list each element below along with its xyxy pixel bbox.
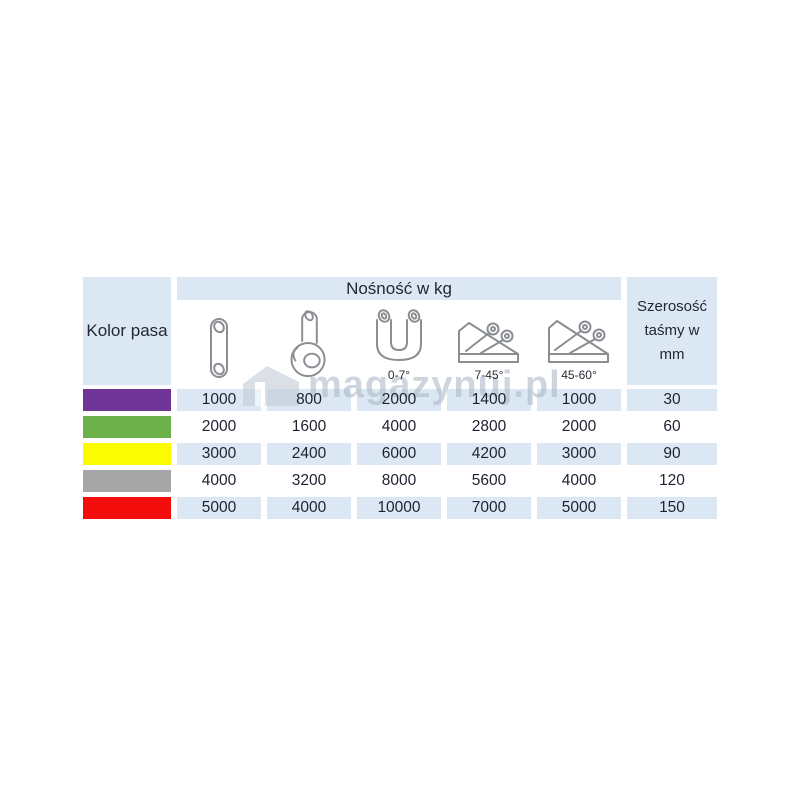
color-swatch-purple <box>83 389 171 411</box>
capacity-cell: 2800 <box>471 418 507 435</box>
width-cell: 150 <box>627 497 717 519</box>
icon-cell-basket: 0-7° <box>357 300 441 385</box>
capacity-cell: 5000 <box>177 497 261 519</box>
capacity-cell: 3200 <box>291 472 327 489</box>
kolor-pasa-header: Kolor pasa <box>83 277 171 385</box>
table-header: Kolor pasa Nośność w kg <box>83 277 719 385</box>
width-cell: 30 <box>627 389 717 411</box>
icon-cell-choke <box>267 300 351 385</box>
icon-cell-vertical <box>177 300 261 385</box>
capacity-cell: 8000 <box>381 472 417 489</box>
vertical-hitch-icon <box>210 318 228 378</box>
color-swatch-red <box>83 497 171 519</box>
icon-cell-basket-45-60: 45-60° <box>537 300 621 385</box>
width-cell: 120 <box>659 472 685 489</box>
width-header: Szerosość taśmy w mm <box>627 277 717 385</box>
capacity-cell: 2400 <box>267 443 351 465</box>
capacity-cell: 7000 <box>447 497 531 519</box>
capacity-cell: 4200 <box>447 443 531 465</box>
angle-label: 0-7° <box>387 368 411 382</box>
angle-label: 45-60° <box>561 368 597 382</box>
color-swatch-grey <box>83 470 171 492</box>
width-cell: 90 <box>627 443 717 465</box>
capacity-header: Nośność w kg <box>177 277 621 300</box>
capacity-cell: 5000 <box>537 497 621 519</box>
basket-hitch-7-45-icon <box>458 322 519 363</box>
capacity-cell: 4000 <box>201 472 237 489</box>
sling-capacity-table: Kolor pasa Nośność w kg <box>83 277 719 519</box>
capacity-cell: 2000 <box>357 389 441 411</box>
capacity-cell: 10000 <box>357 497 441 519</box>
capacity-cell: 4000 <box>561 472 597 489</box>
capacity-cell: 1400 <box>447 389 531 411</box>
basket-hitch-icon <box>376 309 422 361</box>
capacity-cell: 3000 <box>177 443 261 465</box>
capacity-cell: 4000 <box>267 497 351 519</box>
capacity-cell: 1000 <box>177 389 261 411</box>
capacity-cell: 2000 <box>561 418 597 435</box>
icon-cell-basket-7-45: 7-45° <box>447 300 531 385</box>
angle-label: 7-45° <box>474 368 504 382</box>
capacity-cell: 5600 <box>471 472 507 489</box>
capacity-cell: 1600 <box>291 418 327 435</box>
basket-hitch-45-60-icon <box>548 320 609 363</box>
capacity-cell: 800 <box>267 389 351 411</box>
capacity-cell: 6000 <box>357 443 441 465</box>
color-swatch-green <box>83 416 171 438</box>
choke-hitch-icon <box>290 310 326 378</box>
capacity-cell: 4000 <box>381 418 417 435</box>
color-swatch-yellow <box>83 443 171 465</box>
capacity-cell: 1000 <box>537 389 621 411</box>
width-cell: 60 <box>663 418 681 435</box>
capacity-cell: 3000 <box>537 443 621 465</box>
capacity-cell: 2000 <box>201 418 237 435</box>
table-body: 1000 800 2000 1400 1000 30 2000 1600 400… <box>83 389 719 519</box>
